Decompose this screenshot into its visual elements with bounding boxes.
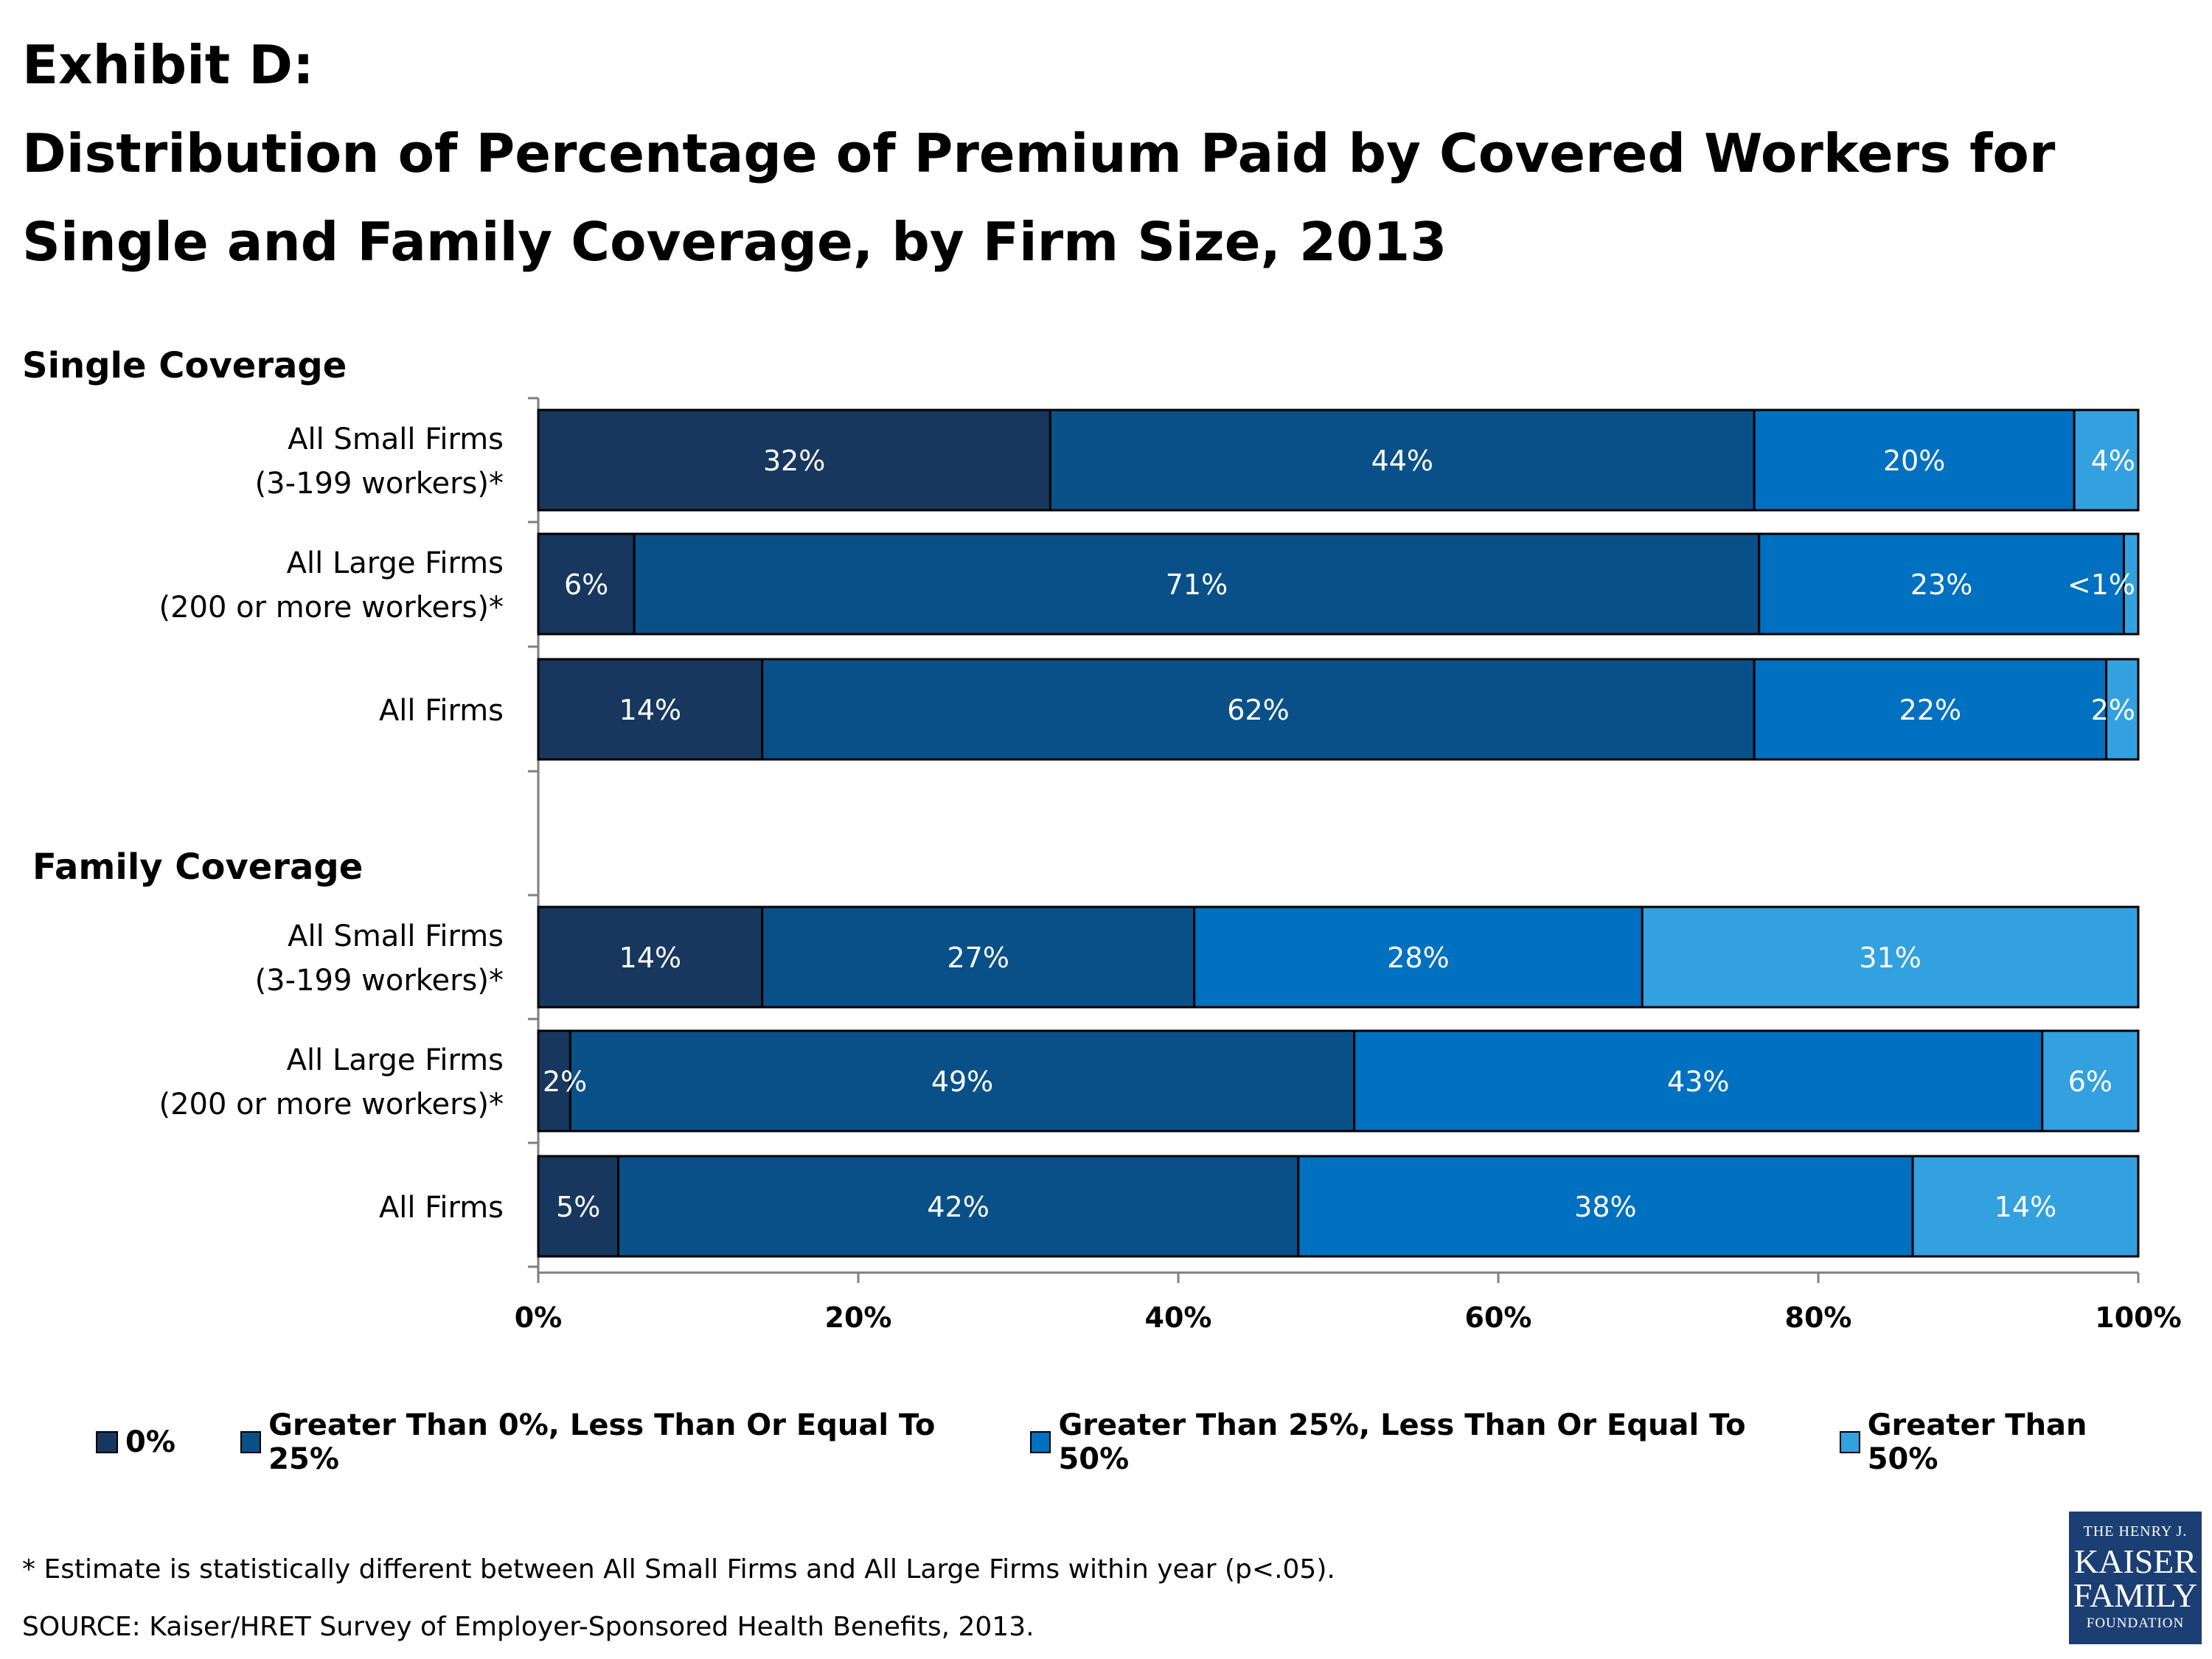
category-label: All Small Firms [288, 919, 504, 953]
logo-line-3: FAMILY [2073, 1576, 2198, 1614]
legend-label-1: Greater Than 0%, Less Than Or Equal To 2… [268, 1408, 936, 1476]
data-label: 22% [1899, 694, 1961, 726]
bar-segment [2122, 532, 2140, 636]
title-line-2: Distribution of Percentage of Premium Pa… [22, 122, 2056, 184]
bar-segment [1753, 658, 2108, 761]
x-tick-label: 0% [515, 1301, 563, 1334]
data-label: 49% [931, 1065, 993, 1098]
legend-label-2: Greater Than 25%, Less Than Or Equal To … [1058, 1408, 1746, 1476]
bar-segment [568, 1029, 1356, 1133]
data-label: 44% [1371, 445, 1433, 477]
x-tick-label: 80% [1785, 1301, 1852, 1334]
data-label: 14% [619, 694, 681, 726]
bar-segment [1048, 408, 1756, 512]
data-label: 38% [1574, 1191, 1636, 1223]
data-label: 2% [2091, 694, 2135, 726]
data-label: 14% [1994, 1191, 2056, 1223]
data-label: 2% [543, 1065, 587, 1098]
bar-segment [617, 1155, 1300, 1258]
legend-swatch-1 [240, 1431, 262, 1453]
bar-segment [1753, 408, 2076, 512]
data-label: 28% [1387, 942, 1449, 974]
data-label: 42% [927, 1191, 989, 1223]
category-label: (3-199 workers)* [255, 467, 504, 501]
legend-swatch-0 [96, 1431, 118, 1453]
data-label: 14% [619, 942, 681, 974]
data-label: 32% [763, 445, 825, 477]
chart-title: Exhibit D: Distribution of Percentage of… [22, 21, 2160, 286]
data-label: 4% [2091, 445, 2135, 477]
bar-segment [1641, 905, 2140, 1009]
legend-label-3: Greater Than 50% [1867, 1408, 2087, 1476]
legend-swatch-2 [1030, 1431, 1051, 1453]
logo-line-2: KAISER [2073, 1543, 2197, 1580]
data-label: 43% [1667, 1065, 1729, 1098]
legend-item-3: Greater Than 50% [1839, 1408, 2148, 1476]
bar-segment [1193, 905, 1644, 1009]
bar-segment [537, 905, 764, 1009]
category-label: All Small Firms [288, 422, 504, 456]
data-label: 27% [947, 942, 1009, 974]
section-title-family: Family Coverage [32, 846, 364, 888]
bar-segment [537, 408, 1051, 512]
bar-segment [1297, 1155, 1914, 1258]
bar-segment [537, 532, 636, 636]
data-label: 20% [1883, 445, 1945, 477]
bar-segment [1758, 532, 2125, 636]
legend-swatch-3 [1839, 1431, 1860, 1453]
legend-item-2: Greater Than 25%, Less Than Or Equal To … [1030, 1408, 1774, 1476]
data-label: 31% [1859, 942, 1921, 974]
data-label: 62% [1227, 694, 1289, 726]
bar-segment [2073, 408, 2140, 512]
category-label: All Large Firms [287, 546, 504, 580]
bar-segment [1911, 1155, 2140, 1258]
title-line-1: Exhibit D: [22, 34, 314, 96]
legend-item-0: 0% [96, 1425, 175, 1459]
source-note: SOURCE: Kaiser/HRET Survey of Employer-S… [22, 1612, 1034, 1642]
section-title-single: Single Coverage [22, 345, 347, 386]
data-label: 23% [1910, 568, 1972, 601]
x-tick-label: 20% [825, 1301, 892, 1334]
bar-segment [1353, 1029, 2044, 1133]
kff-logo: THE HENRY J. KAISER FAMILY FOUNDATION [2069, 1512, 2202, 1644]
legend: 0% Greater Than 0%, Less Than Or Equal T… [96, 1408, 2212, 1476]
data-label: <1% [2067, 568, 2135, 601]
category-label: (3-199 workers)* [255, 964, 504, 998]
x-tick-label: 100% [2095, 1301, 2181, 1334]
data-label: 6% [2068, 1065, 2112, 1098]
bar-segment [633, 532, 1761, 636]
bar-segment [2041, 1029, 2140, 1133]
data-label: 6% [564, 568, 608, 601]
legend-item-1: Greater Than 0%, Less Than Or Equal To 2… [240, 1408, 965, 1476]
bar-segment [537, 658, 764, 761]
category-label: All Firms [379, 1191, 504, 1225]
x-tick-label: 60% [1465, 1301, 1532, 1334]
data-label: 71% [1166, 568, 1228, 601]
data-label: 5% [556, 1191, 600, 1223]
bar-segment [537, 1155, 619, 1258]
category-label: (200 or more workers)* [159, 1088, 504, 1121]
bar-segment [2105, 658, 2140, 761]
footnote: * Estimate is statistically different be… [22, 1554, 1335, 1585]
category-label: All Large Firms [287, 1043, 504, 1077]
logo-line-4: FOUNDATION [2086, 1615, 2185, 1631]
legend-label-0: 0% [125, 1425, 175, 1459]
category-label: All Firms [379, 694, 504, 728]
title-line-3: Single and Family Coverage, by Firm Size… [22, 211, 1447, 273]
category-label: (200 or more workers)* [159, 591, 504, 625]
x-tick-label: 40% [1145, 1301, 1212, 1334]
logo-line-1: THE HENRY J. [2083, 1523, 2188, 1540]
